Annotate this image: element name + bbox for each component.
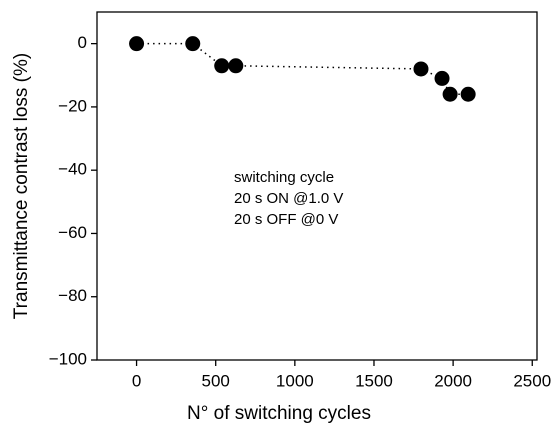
y-tick-label: −20: [58, 96, 87, 115]
y-tick-label: 0: [78, 33, 87, 52]
data-point: [185, 36, 201, 52]
y-tick-label: −40: [58, 160, 87, 179]
x-tick-label: 0: [132, 371, 141, 390]
x-tick-label: 500: [202, 371, 230, 390]
x-tick-label: 1000: [276, 371, 314, 390]
x-tick-label: 1500: [355, 371, 393, 390]
annotation: 20 s ON @1.0 V: [234, 190, 343, 207]
connector-line: [136, 42, 469, 96]
data-point: [442, 86, 458, 102]
annotation: 20 s OFF @0 V: [234, 211, 338, 228]
data-point: [214, 58, 230, 74]
annotation: switching cycle: [234, 169, 334, 186]
x-tick-label: 2000: [434, 371, 472, 390]
y-tick-label: −100: [49, 349, 87, 368]
data-point: [413, 61, 429, 77]
y-tick-label: −60: [58, 223, 87, 242]
x-axis-label: N° of switching cycles: [187, 403, 371, 424]
data-point: [129, 36, 145, 52]
y-tick-label: −80: [58, 286, 87, 305]
data-point: [460, 86, 476, 102]
y-axis-label: Transmittance contrast loss (%): [11, 53, 32, 319]
data-point: [228, 58, 244, 74]
data-point: [434, 70, 450, 86]
plot-frame: [96, 11, 538, 361]
x-tick-label: 2500: [513, 371, 551, 390]
